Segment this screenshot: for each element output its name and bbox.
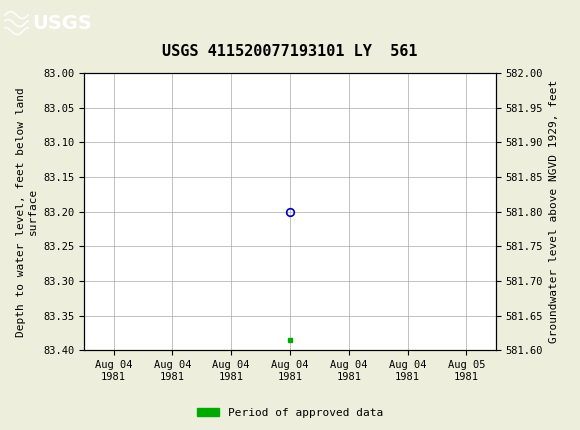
Text: USGS: USGS [32, 14, 92, 33]
Text: USGS 411520077193101 LY  561: USGS 411520077193101 LY 561 [162, 44, 418, 59]
Y-axis label: Groundwater level above NGVD 1929, feet: Groundwater level above NGVD 1929, feet [549, 80, 559, 344]
Legend: Period of approved data: Period of approved data [193, 403, 387, 422]
Y-axis label: Depth to water level, feet below land
surface: Depth to water level, feet below land su… [16, 87, 38, 337]
